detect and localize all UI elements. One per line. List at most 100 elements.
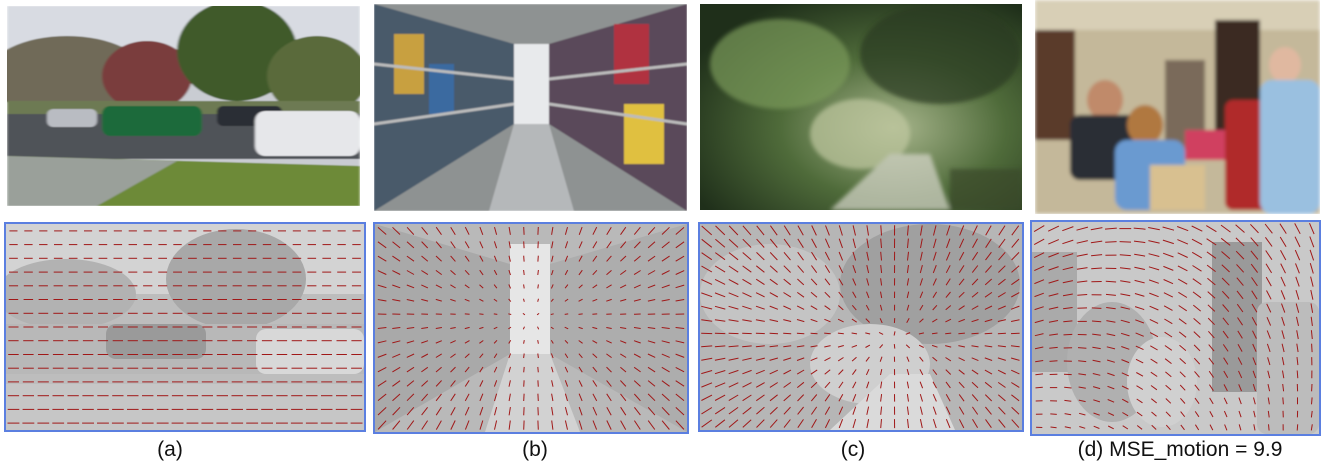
motion-arrow [714,394,726,401]
motion-arrow [620,298,627,302]
motion-arrow [392,353,401,358]
motion-arrow [755,319,765,322]
motion-arrow [1180,411,1186,418]
motion-arrow [675,393,685,401]
motion-arrow [893,331,896,336]
motion-arrow [742,305,752,310]
motion-arrow [1136,411,1143,417]
motion-arrow [493,353,498,359]
motion-arrow [769,225,778,236]
motion-arrow [1238,384,1242,392]
motion-arrow [1252,330,1257,339]
motion-arrow [880,238,882,249]
motion-arrow [1193,344,1201,352]
motion-arrow [945,318,952,323]
motion-arrow [450,380,456,387]
motion-arrow [851,369,857,375]
motion-arrow [1163,279,1174,285]
motion-arrow [1120,319,1130,324]
motion-arrow [984,305,993,310]
motion-arrow [1280,276,1286,287]
motion-arrow [1033,238,1045,246]
motion-arrow [810,291,818,298]
motion-arrow [945,406,951,415]
motion-arrow [1150,345,1158,351]
motion-arrow [742,382,752,388]
motion-arrow [551,366,554,373]
motion-arrow [1267,370,1271,379]
motion-arrow [714,345,726,348]
motion-arrow [592,284,598,289]
motion-field-a [4,222,366,432]
motion-arrow [450,366,456,373]
motion-arrow [392,327,401,329]
motion-arrow [537,340,539,344]
motion-arrow [865,332,871,335]
motion-arrow [1179,358,1187,365]
motion-arrow [377,353,387,358]
motion-arrow [1107,372,1115,377]
motion-arrow [1048,320,1059,323]
motion-arrow [1165,371,1172,378]
motion-arrow [508,269,511,276]
motion-arrow [508,226,511,235]
motion-arrow [1178,331,1187,338]
motion-arrow [1134,279,1145,284]
motion-arrow [1011,406,1020,415]
motion-arrow [633,270,641,276]
motion-arrow [1178,305,1187,312]
motion-arrow [1048,252,1059,258]
motion-arrow [824,345,831,348]
motion-arrow [946,225,951,236]
motion-arrow [1092,373,1101,376]
motion-arrow [810,332,818,335]
motion-arrow [824,406,831,415]
motion-arrow [906,291,910,299]
motion-arrow [1122,425,1129,430]
motion-arrow [550,353,554,359]
motion-arrow [606,284,612,289]
motion-arrow [714,382,726,388]
motion-arrow [1077,280,1088,283]
motion-arrow [1266,330,1271,339]
motion-arrow [1121,398,1129,403]
motion-arrow [479,353,484,359]
motion-arrow [537,298,539,302]
motion-arrow [1253,397,1256,405]
motion-arrow [1207,304,1216,312]
motion-arrow [494,420,498,430]
motion-arrow [866,238,869,249]
motion-arrow [811,238,817,249]
motion-arrow [1011,238,1020,248]
motion-arrow [606,270,612,276]
motion-arrow [1295,289,1300,300]
motion-arrow [701,292,713,298]
motion-arrow [1251,290,1258,300]
motion-arrow [1252,357,1257,366]
motion-arrow [578,255,583,262]
motion-arrow [377,255,387,262]
motion-arrow [1011,265,1020,273]
motion-arrow [508,339,512,344]
motion-arrow [1010,369,1020,375]
motion-arrow [701,394,713,401]
motion-arrow [1050,413,1057,415]
motion-arrow [852,291,857,299]
motion-arrow [1266,317,1272,326]
motion-arrow [661,226,670,235]
motion-arrow [756,252,765,261]
motion-arrow [919,369,924,376]
motion-arrow [1121,372,1130,377]
motion-arrow [479,366,484,373]
motion-arrow [450,226,456,235]
motion-arrow [1237,343,1243,352]
motion-arrow [508,407,511,416]
motion-arrow [661,284,670,289]
motion-arrow [1177,226,1189,232]
motion-arrow [797,265,805,273]
motion-arrow [564,326,569,330]
motion-arrow [377,284,387,289]
motion-arrow [1136,425,1143,430]
motion-arrow [564,313,569,315]
motion-arrow [1193,331,1201,338]
